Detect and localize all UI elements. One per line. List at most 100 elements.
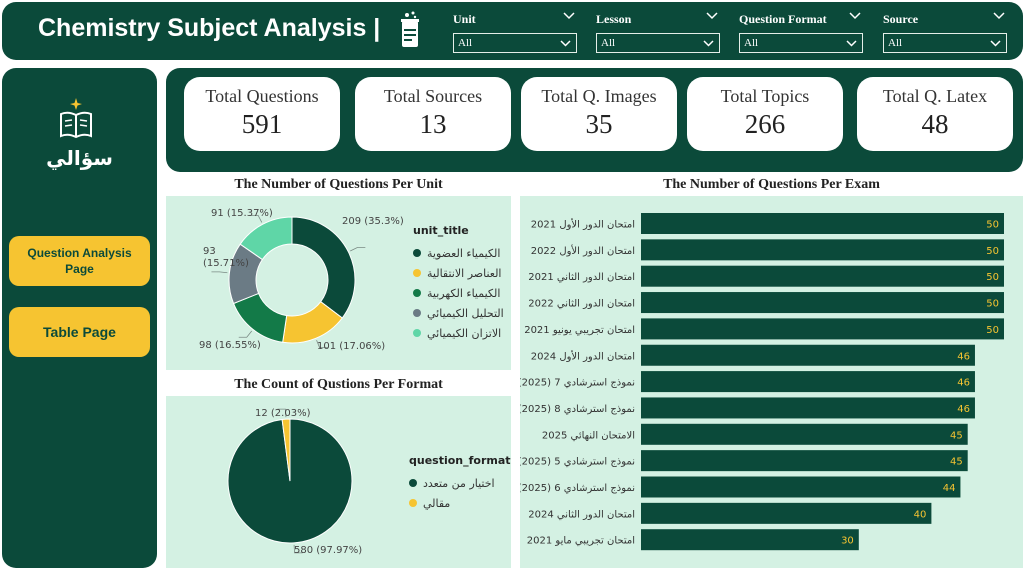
slice-data-label: 91 (15.37%)	[211, 208, 273, 219]
slice-data-label: 12 (2.03%)	[255, 408, 311, 419]
exam-bar[interactable]	[641, 318, 1004, 340]
format-pie-chart: 580 (97.97%) 12 (2.03%)	[227, 408, 362, 556]
filter-source-label: Source	[883, 12, 919, 26]
chevron-down-icon	[703, 40, 714, 47]
legend-dot	[413, 289, 421, 297]
legend-item[interactable]: التحليل الكيميائي	[413, 303, 504, 323]
filter-unit: Unit All	[453, 10, 577, 53]
filter-question-format: Question Format All	[739, 10, 863, 53]
category-label: نموذج استرشادي 6 (2025)	[520, 483, 635, 494]
open-book-sparkle-icon	[60, 98, 92, 139]
leader-line	[316, 340, 328, 348]
slice-data-label: 209 (35.3%)	[342, 216, 404, 227]
legend-dot	[409, 499, 417, 507]
slice-data-label: 580 (97.97%)	[294, 545, 362, 556]
filter-question-format-value: All	[744, 37, 759, 49]
questions-per-exam-panel: The Number of Questions Per Exam امتحان …	[520, 174, 1023, 568]
header-bar: Chemistry Subject Analysis | Unit All Le…	[2, 2, 1023, 60]
exam-bar[interactable]	[641, 476, 961, 498]
kpi-label: Total Questions	[205, 86, 319, 106]
exam-bar[interactable]	[641, 529, 859, 551]
chevron-down-icon[interactable]	[706, 12, 718, 20]
category-label: نموذج استرشادي 7 (2025)	[520, 378, 635, 389]
bar-value-label: 46	[957, 404, 970, 415]
questions-per-unit-panel: The Number of Questions Per Unit 209 (35…	[166, 174, 511, 370]
filter-source: Source All	[883, 10, 1007, 53]
category-label: امتحان الدور الثاني 2021	[528, 272, 635, 283]
bar-value-label: 50	[986, 325, 999, 336]
category-label: الامتحان النهائي 2025	[542, 430, 635, 441]
exam-bar[interactable]	[641, 292, 1004, 314]
chevron-down-icon[interactable]	[563, 12, 575, 20]
slice-data-label: 93 (15.71%)	[203, 246, 249, 269]
legend-item[interactable]: الاتزان الكيميائي	[413, 323, 504, 343]
legend-label: العناصر الانتقالية	[427, 266, 502, 280]
chevron-down-icon[interactable]	[993, 12, 1005, 20]
question-analysis-page-button[interactable]: Question Analysis Page	[9, 236, 150, 286]
exam-bar-chart: امتحان الدور الأول 2021 50 امتحان الدور ال…	[520, 213, 1004, 551]
legend-dot	[409, 479, 417, 487]
filter-lesson: Lesson All	[596, 10, 720, 53]
category-label: نموذج استرشادي 8 (2025)	[520, 404, 635, 415]
table-page-button[interactable]: Table Page	[9, 307, 150, 357]
chevron-down-icon	[990, 40, 1001, 47]
format-legend: question_format اختيار من متعدد مقالي	[409, 454, 511, 513]
pie-slice[interactable]	[281, 418, 291, 482]
legend-item[interactable]: الكيمياء العضوية	[413, 243, 504, 263]
unit-donut-chart: 209 (35.3%) 101 (17.06%) 98 (16.55%) 93 (15.…	[199, 208, 404, 352]
bar-value-label: 50	[986, 246, 999, 257]
chevron-down-icon	[560, 40, 571, 47]
slice-data-label: 101 (17.06%)	[317, 341, 385, 352]
filter-unit-select[interactable]: All	[453, 33, 577, 53]
legend-item[interactable]: مقالي	[409, 493, 511, 513]
legend-label: مقالي	[423, 496, 451, 510]
bar-value-label: 45	[950, 430, 963, 441]
exam-bar[interactable]	[641, 450, 968, 472]
filter-unit-label: Unit	[453, 12, 476, 26]
kpi-band: Total Questions 591 Total Sources 13 Tot…	[166, 68, 1023, 172]
exam-bar[interactable]	[641, 239, 1004, 261]
filter-lesson-value: All	[601, 37, 616, 49]
exam-bar[interactable]	[641, 371, 975, 393]
chart-title: The Number of Questions Per Exam	[520, 174, 1023, 196]
exam-bar[interactable]	[641, 213, 1004, 234]
legend-item[interactable]: العناصر الانتقالية	[413, 263, 504, 283]
leader-line	[238, 330, 253, 338]
category-label: امتحان الدور الثاني 2024	[528, 509, 635, 520]
filter-source-select[interactable]: All	[883, 33, 1007, 53]
legend-dot	[413, 309, 421, 317]
filter-lesson-select[interactable]: All	[596, 33, 720, 53]
legend-item[interactable]: اختيار من متعدد	[409, 473, 511, 493]
pie-slice[interactable]	[291, 216, 356, 319]
bar-value-label: 30	[841, 536, 854, 547]
exam-bar[interactable]	[641, 502, 932, 524]
sidebar: سؤالي Question Analysis Page Table Page	[2, 68, 157, 568]
category-label: امتحان الدور الثاني 2022	[528, 299, 635, 310]
category-label: امتحان الدور الأول 2021	[531, 218, 635, 231]
logo-text: سؤالي	[46, 146, 113, 170]
exam-bar[interactable]	[641, 423, 968, 445]
legend-label: الكيمياء الكهربية	[427, 286, 501, 300]
bar-value-label: 40	[914, 509, 927, 520]
category-label: امتحان تجريبي يونيو 2021	[524, 325, 635, 336]
kpi-value: 266	[744, 109, 786, 139]
filter-source-value: All	[888, 37, 903, 49]
filter-question-format-select[interactable]: All	[739, 33, 863, 53]
leader-line	[211, 271, 228, 274]
filter-question-format-label: Question Format	[739, 12, 827, 26]
kpi-value: 35	[585, 109, 613, 139]
pie-slice[interactable]	[239, 216, 293, 261]
exam-bar[interactable]	[641, 265, 1004, 287]
bar-value-label: 44	[943, 483, 956, 494]
chart-title: The Count of Qustions Per Format	[166, 374, 511, 396]
exam-bar[interactable]	[641, 397, 975, 419]
exam-bar[interactable]	[641, 344, 975, 366]
bar-value-label: 46	[957, 378, 970, 389]
bar-value-label: 45	[950, 457, 963, 468]
category-label: نموذج استرشادي 5 (2025)	[520, 457, 635, 468]
kpi-value: 591	[241, 109, 283, 139]
legend-item[interactable]: الكيمياء الكهربية	[413, 283, 504, 303]
category-label: امتحان الدور الأول 2024	[531, 349, 635, 362]
chevron-down-icon[interactable]	[849, 12, 861, 20]
kpi-total-q-latex: Total Q. Latex 48	[857, 77, 1013, 151]
